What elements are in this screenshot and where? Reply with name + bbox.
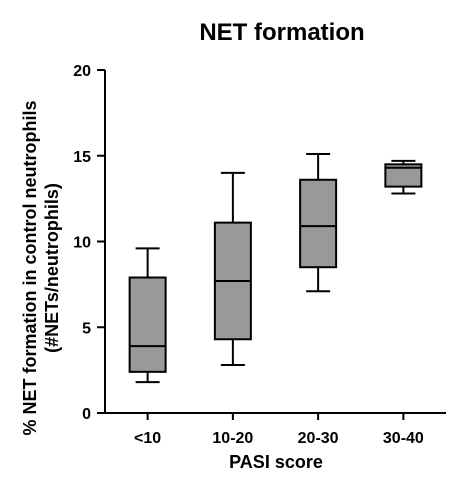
x-tick-label: 20-30 <box>298 430 339 447</box>
y-axis-label-line2: (#NETs/neutrophils) <box>42 183 62 353</box>
y-tick-label: 0 <box>82 406 91 423</box>
y-tick-label: 20 <box>73 63 91 80</box>
box-iqr <box>128 276 167 373</box>
chart-title: NET formation <box>199 19 364 46</box>
y-tick-label: 15 <box>73 149 91 166</box>
box-2 <box>213 171 252 366</box>
y-tick-label: 10 <box>73 235 91 252</box>
box-iqr <box>299 178 338 269</box>
box-1 <box>128 247 167 384</box>
boxes <box>128 153 423 384</box>
y-axis-label-line1: % NET formation in control neutrophils <box>20 101 40 436</box>
x-tick-label: 30-40 <box>383 430 424 447</box>
y-ticks: 0 5 10 15 20 <box>73 63 105 423</box>
x-tick-label: <10 <box>134 430 161 447</box>
x-axis-label: PASI score <box>229 452 323 472</box>
box-iqr <box>384 163 423 188</box>
box-3 <box>299 153 338 293</box>
box-4 <box>384 159 423 195</box>
x-tick-label: 10-20 <box>212 430 253 447</box>
x-ticks: <10 10-20 20-30 30-40 <box>134 413 424 447</box>
y-tick-label: 5 <box>82 320 91 337</box>
